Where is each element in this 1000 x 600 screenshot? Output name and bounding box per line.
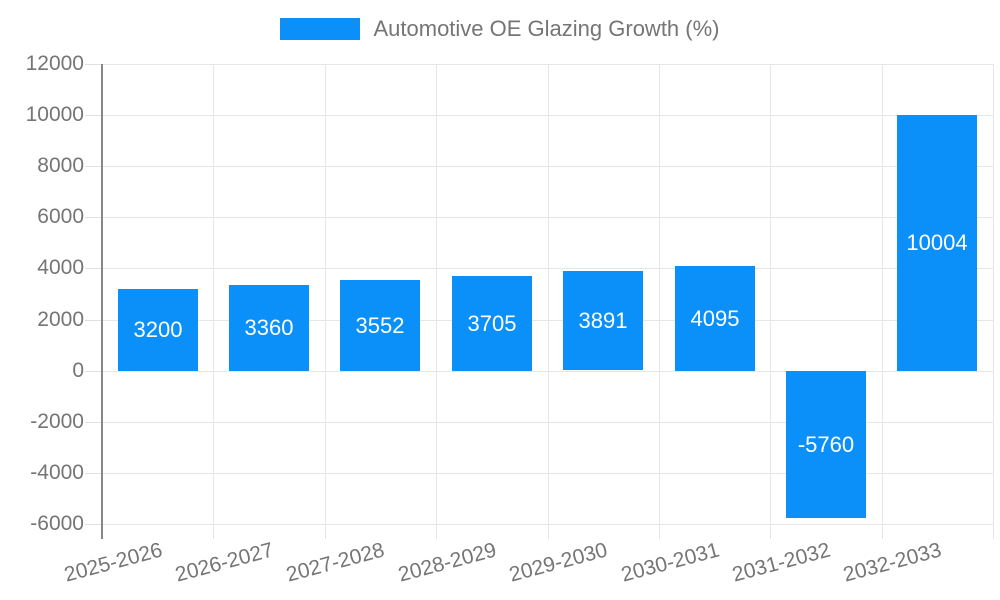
- y-axis-tick: [85, 422, 102, 423]
- bar[interactable]: 3360: [229, 285, 309, 371]
- x-gridline: [882, 64, 883, 539]
- y-gridline: [102, 320, 993, 321]
- bar[interactable]: 3200: [118, 289, 198, 371]
- bar-value-label: 4095: [690, 305, 740, 331]
- bar[interactable]: 3891: [563, 271, 643, 370]
- y-axis-tick: [85, 217, 102, 218]
- y-gridline: [102, 371, 993, 372]
- bar[interactable]: 4095: [675, 266, 755, 371]
- bar-value-label: 3360: [244, 315, 294, 340]
- y-axis-tick: [85, 473, 102, 474]
- legend: Automotive OE Glazing Growth (%): [0, 16, 1000, 42]
- y-gridline: [102, 64, 993, 65]
- y-gridline: [102, 473, 993, 474]
- y-axis-tick: [85, 268, 102, 269]
- y-axis-tick: [85, 524, 102, 525]
- bar[interactable]: 3552: [340, 280, 420, 371]
- y-gridline: [102, 217, 993, 218]
- y-axis-tick: [85, 115, 102, 116]
- y-axis-label: -4000: [30, 461, 84, 484]
- y-axis-label: 2000: [37, 308, 84, 331]
- bar[interactable]: 3705: [452, 276, 532, 371]
- legend-item[interactable]: Automotive OE Glazing Growth (%): [280, 16, 720, 42]
- x-gridline: [548, 64, 549, 539]
- bar-value-label: 3200: [133, 317, 183, 342]
- y-axis-label: 10000: [25, 103, 84, 126]
- bar-value-label: 10004: [906, 230, 968, 255]
- x-gridline: [436, 64, 437, 539]
- legend-swatch-icon: [280, 18, 361, 40]
- y-axis-tick: [85, 371, 102, 372]
- y-axis-tick: [85, 166, 102, 167]
- x-gridline: [770, 64, 771, 539]
- bar[interactable]: 10004: [897, 115, 977, 371]
- y-axis-label: 0: [72, 359, 84, 382]
- x-gridline: [325, 64, 326, 539]
- bar-value-label: 3552: [355, 312, 405, 338]
- y-axis-label: 4000: [37, 256, 84, 279]
- y-gridline: [102, 166, 993, 167]
- y-gridline: [102, 524, 993, 525]
- y-gridline: [102, 422, 993, 423]
- x-gridline: [659, 64, 660, 539]
- y-axis-label: 8000: [37, 154, 84, 177]
- x-gridline: [213, 64, 214, 539]
- legend-label: Automotive OE Glazing Growth (%): [373, 16, 720, 41]
- y-axis-tick: [85, 320, 102, 321]
- y-axis-label: 6000: [37, 205, 84, 228]
- bar-value-label: -5760: [797, 431, 855, 457]
- bar-value-label: 3891: [578, 307, 628, 333]
- y-gridline: [102, 115, 993, 116]
- bar-value-label: 3705: [467, 310, 517, 336]
- y-axis-label: 12000: [25, 52, 84, 75]
- y-axis-line: [101, 64, 103, 539]
- y-axis-tick: [85, 64, 102, 65]
- y-gridline: [102, 268, 993, 269]
- y-axis-label: -2000: [30, 410, 84, 433]
- x-gridline: [993, 64, 994, 539]
- y-axis-label: -6000: [30, 512, 84, 535]
- bar[interactable]: -5760: [786, 371, 866, 518]
